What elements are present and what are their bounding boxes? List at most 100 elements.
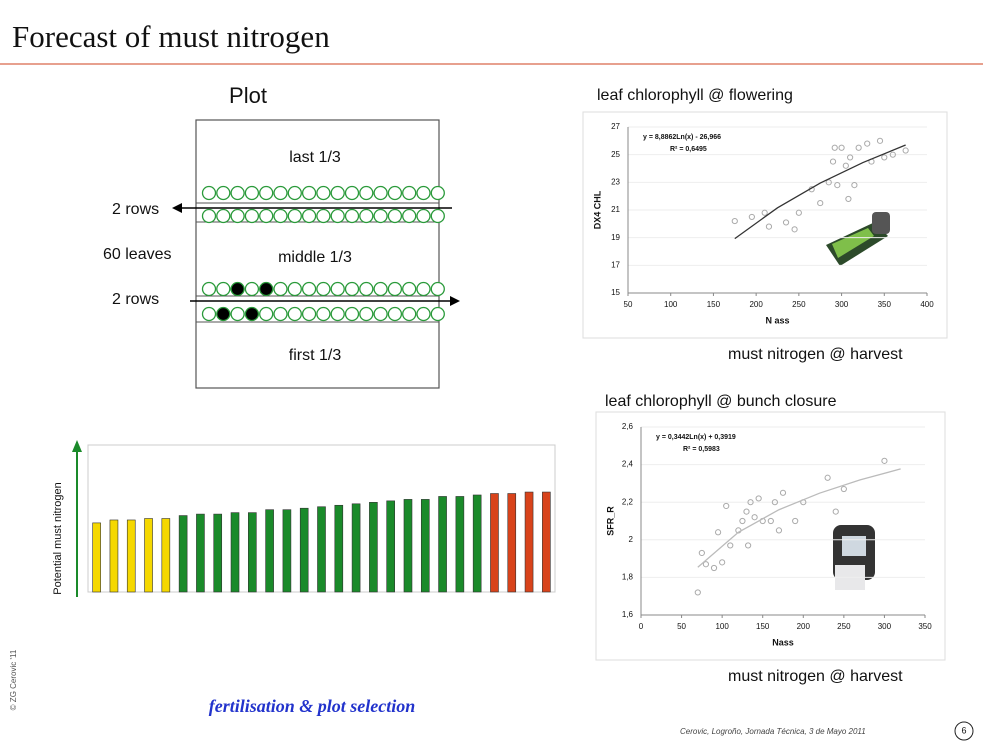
plot-section: last 1/3 [289, 149, 341, 166]
y-tick-label: 2 [629, 535, 634, 544]
leaf [274, 283, 287, 296]
leaf [231, 210, 244, 223]
slide: Forecast of must nitrogen Plot last 1/3 … [0, 0, 983, 746]
leaf [317, 210, 330, 223]
leaf [360, 283, 373, 296]
y-tick-label: 15 [611, 288, 620, 297]
leaf [374, 210, 387, 223]
leaf [360, 308, 373, 321]
plot-title: Plot [229, 83, 267, 108]
page-number: 6 [961, 725, 966, 735]
leaf [388, 187, 401, 200]
caption: leaf chlorophyll @ bunch closure [605, 393, 837, 410]
leaf [417, 187, 430, 200]
leaf [231, 187, 244, 200]
leaf [288, 308, 301, 321]
leaf [245, 283, 258, 296]
leaf [360, 187, 373, 200]
caption: must nitrogen @ harvest [728, 668, 903, 685]
bar [335, 505, 343, 592]
y-tick-label: 25 [611, 150, 620, 159]
leaf [431, 283, 444, 296]
leaf [431, 187, 444, 200]
leaf [217, 187, 230, 200]
y-tick-label: 2,4 [622, 460, 634, 469]
leaf [431, 210, 444, 223]
leaf [331, 283, 344, 296]
copyright: © ZG Cerovic '11 [9, 649, 18, 710]
x-tick-label: 150 [756, 622, 770, 631]
x-tick-label: 50 [624, 300, 633, 309]
leaf [417, 283, 430, 296]
leaf [288, 187, 301, 200]
x-tick-label: 200 [797, 622, 811, 631]
y-tick-label: 23 [611, 177, 620, 186]
x-tick-label: 400 [920, 300, 934, 309]
bar [145, 519, 153, 593]
bar [127, 520, 135, 592]
bar [404, 499, 412, 592]
y-tick-label: 17 [611, 260, 620, 269]
bar [196, 514, 204, 592]
bar [214, 514, 222, 592]
leaf [346, 210, 359, 223]
leaf [274, 308, 287, 321]
x-tick-label: 250 [792, 300, 806, 309]
bar [110, 520, 118, 592]
leaf [388, 210, 401, 223]
footer-credit: Cerovic, Logroño, Jornada Técnica, 3 de … [680, 727, 866, 736]
leaf [374, 187, 387, 200]
leaf [346, 187, 359, 200]
leaf [245, 210, 258, 223]
leaf [288, 283, 301, 296]
leaf [331, 308, 344, 321]
leaf [203, 283, 216, 296]
leaf [231, 283, 244, 296]
bar [387, 501, 395, 592]
y-axis-label: DX4 CHL [592, 190, 602, 229]
leaf [217, 308, 230, 321]
bar [456, 496, 464, 592]
y-tick-label: 2,6 [622, 422, 634, 431]
y-axis-label: SFR_R [605, 506, 615, 536]
y-tick-label: 21 [611, 205, 620, 214]
leaf [317, 187, 330, 200]
x-tick-label: 300 [878, 622, 892, 631]
leaf [374, 283, 387, 296]
leaf [360, 210, 373, 223]
bar [283, 510, 291, 592]
bar [525, 492, 533, 592]
x-tick-label: 100 [664, 300, 678, 309]
bar [490, 494, 498, 592]
leaf [303, 308, 316, 321]
leaf [331, 210, 344, 223]
leaf [346, 308, 359, 321]
bar [248, 513, 256, 592]
x-tick-label: 350 [918, 622, 932, 631]
bar [473, 495, 481, 592]
bar [266, 510, 274, 592]
leaf [388, 283, 401, 296]
x-tick-label: 0 [639, 622, 644, 631]
leaf [403, 308, 416, 321]
caption: leaf chlorophyll @ flowering [597, 87, 793, 104]
leaf [260, 187, 273, 200]
y-tick-label: 19 [611, 233, 620, 242]
x-tick-label: 250 [837, 622, 851, 631]
equation: y = 8,8862Ln(x) - 26,966 [643, 134, 721, 141]
x-tick-label: 200 [749, 300, 763, 309]
y-axis-label: Potential must nitrogen [52, 482, 64, 595]
leaf [403, 283, 416, 296]
equation: y = 0,3442Ln(x) + 0,3919 [656, 434, 736, 441]
bar [352, 504, 360, 592]
caption: must nitrogen @ harvest [728, 346, 903, 363]
y-tick-label: 2,2 [622, 497, 634, 506]
bar [179, 516, 187, 592]
x-tick-label: 100 [715, 622, 729, 631]
leaf [303, 187, 316, 200]
x-axis-label: N ass [765, 315, 789, 325]
row-label: 2 rows [112, 291, 159, 308]
leaf [417, 210, 430, 223]
bar [369, 502, 377, 592]
bar [318, 507, 326, 592]
